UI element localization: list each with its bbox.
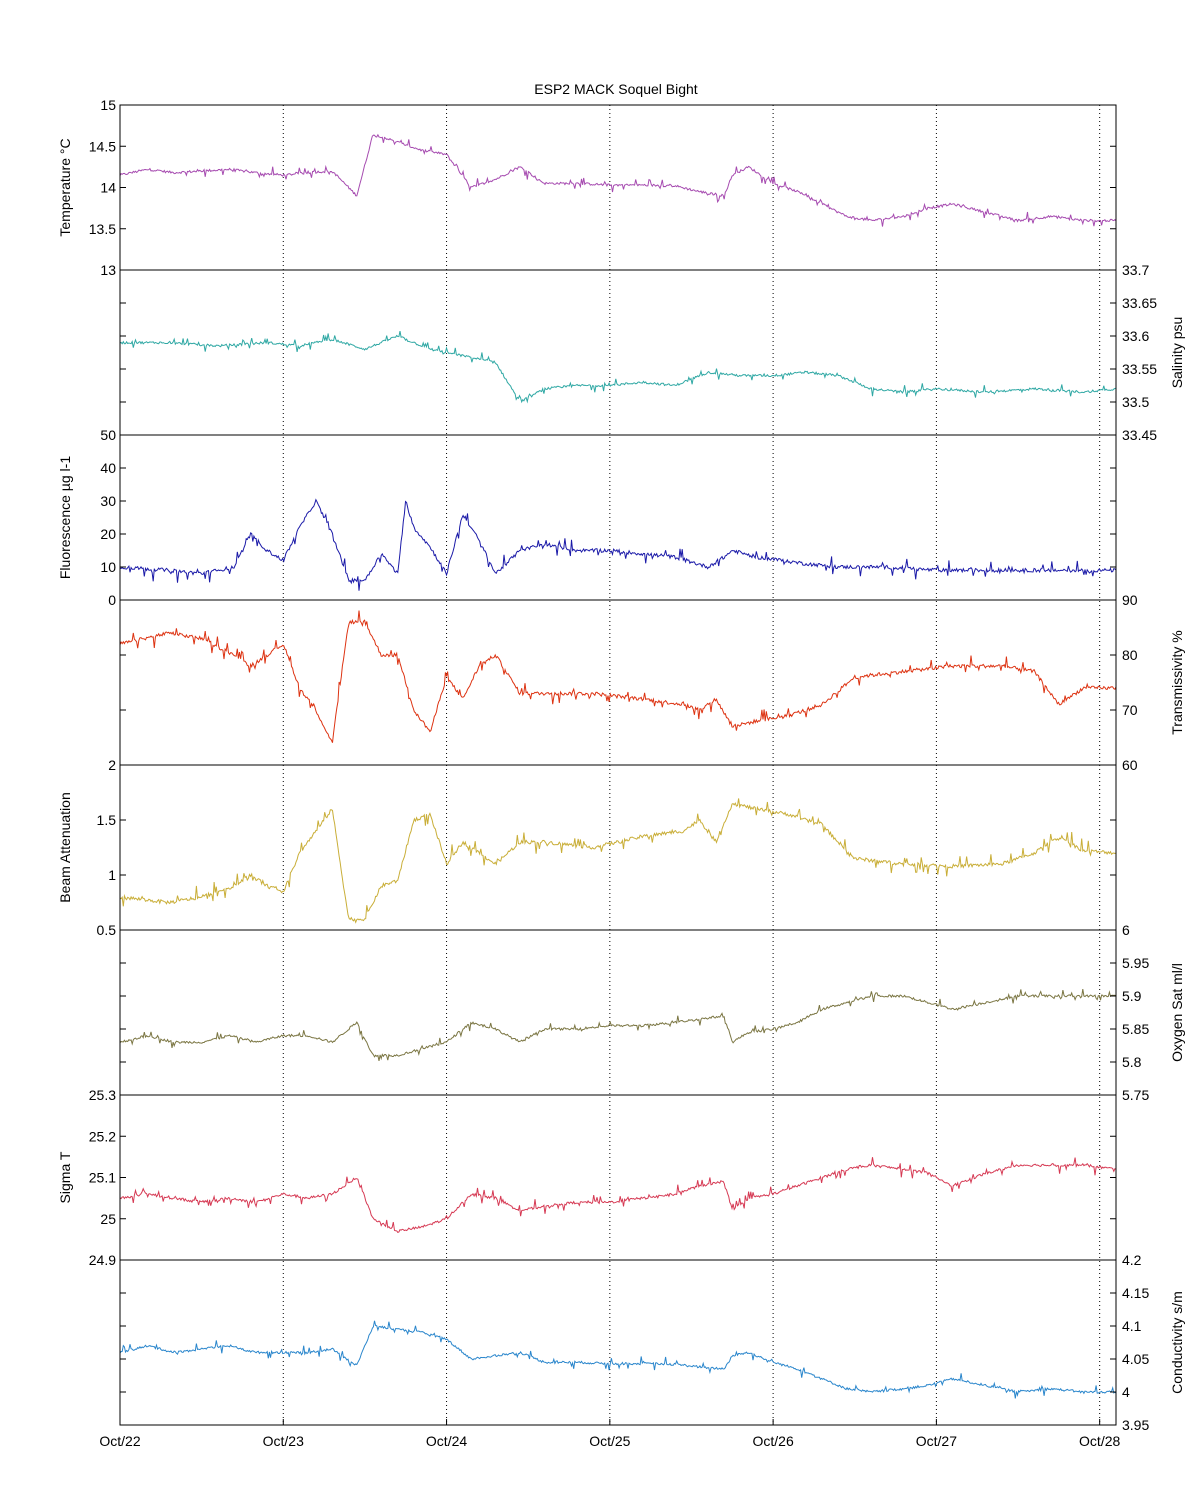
- y-tick-label: 5.95: [1122, 955, 1149, 971]
- y-tick-label: 1: [108, 867, 116, 883]
- y-tick-label: 15: [100, 97, 116, 113]
- y-tick-label: 4.05: [1122, 1351, 1149, 1367]
- y-tick-label: 5.75: [1122, 1087, 1149, 1103]
- y-tick-label: 6: [1122, 922, 1130, 938]
- y-tick-label: 33.6: [1122, 328, 1149, 344]
- y-axis-label: Sigma T: [57, 1151, 73, 1203]
- y-axis-label: Fluorescence µg l-1: [57, 456, 73, 579]
- panel-frame: [119, 104, 1117, 271]
- x-tick-label: Oct/23: [263, 1433, 304, 1449]
- y-tick-label: 14.5: [89, 138, 116, 154]
- y-tick-label: 2: [108, 757, 116, 773]
- panel-frame: [119, 599, 1117, 766]
- panel-sigma-t: 24.9 25 25.1 25.2 25.3 Sigma T: [57, 1087, 1117, 1268]
- y-axis-label: Oxygen Sat ml/l: [1169, 963, 1185, 1062]
- panel-salinity: 33.45 33.5 33.55 33.6 33.65 33.7 Salinity psu: [119, 262, 1185, 443]
- y-tick-label: 5.85: [1122, 1021, 1149, 1037]
- series-line-temperature: [119, 133, 1117, 227]
- y-tick-label: 10: [100, 559, 116, 575]
- y-tick-label: 50: [100, 427, 116, 443]
- y-tick-label: 80: [1122, 647, 1138, 663]
- y-tick-label: 90: [1122, 592, 1138, 608]
- y-tick-label: 4.2: [1122, 1252, 1142, 1268]
- panel-frame: [119, 269, 1117, 436]
- y-tick-label: 5.9: [1122, 988, 1142, 1004]
- y-tick-label: 60: [1122, 757, 1138, 773]
- y-tick-label: 13: [100, 262, 116, 278]
- y-tick-label: 40: [100, 460, 116, 476]
- series-line-sigma-t: [119, 1157, 1117, 1234]
- x-tick-label: Oct/27: [916, 1433, 957, 1449]
- series-line-salinity: [119, 331, 1117, 404]
- y-axis-label: Beam Attenuation: [57, 792, 73, 903]
- y-tick-label: 20: [100, 526, 116, 542]
- x-tick-label: Oct/28: [1079, 1433, 1120, 1449]
- panel-beam-attenuation: 0.5 1 1.5 2 Beam Attenuation: [57, 757, 1117, 938]
- series-line-fluorescence: [119, 498, 1117, 591]
- x-axis: Oct/22 Oct/23 Oct/24 Oct/25 Oct/26 Oct/27 Oct/…: [99, 1419, 1121, 1449]
- y-tick-label: 25.2: [89, 1128, 116, 1144]
- x-tick-label: Oct/26: [752, 1433, 793, 1449]
- y-tick-label: 5.8: [1122, 1054, 1142, 1070]
- panel-fluorescence: 0 10 20 30 40 50 Fluorescence µg l-1: [57, 427, 1117, 608]
- y-tick-label: 25.3: [89, 1087, 116, 1103]
- y-tick-label: 24.9: [89, 1252, 116, 1268]
- y-tick-label: 33.5: [1122, 394, 1149, 410]
- panel-temperature: 13 13.5 14 14.5 15 Temperature °C: [57, 97, 1117, 278]
- y-axis-label: Salinity psu: [1169, 317, 1185, 389]
- y-tick-label: 4: [1122, 1384, 1130, 1400]
- x-tick-label: Oct/24: [426, 1433, 467, 1449]
- y-tick-label: 25: [100, 1211, 116, 1227]
- y-tick-label: 33.55: [1122, 361, 1157, 377]
- panel-oxygen-sat: 5.75 5.8 5.85 5.9 5.95 6 Oxygen Sat ml/l: [119, 922, 1185, 1103]
- y-tick-label: 25.1: [89, 1170, 116, 1186]
- panel-frame: [119, 1094, 1117, 1261]
- y-axis-label: Temperature °C: [57, 138, 73, 236]
- panel-frame: [119, 929, 1117, 1096]
- y-tick-label: 4.15: [1122, 1285, 1149, 1301]
- y-tick-label: 33.7: [1122, 262, 1149, 278]
- y-tick-label: 0.5: [97, 922, 117, 938]
- y-tick-label: 30: [100, 493, 116, 509]
- chart-title: ESP2 MACK Soquel Bight: [534, 81, 698, 97]
- y-tick-label: 13.5: [89, 221, 116, 237]
- panel-frame: [119, 1259, 1117, 1426]
- series-line-conductivity: [119, 1320, 1117, 1399]
- series-line-transmissivity: [119, 610, 1117, 743]
- y-tick-label: 33.45: [1122, 427, 1157, 443]
- panel-transmissivity: 60 70 80 90 Transmissivity %: [119, 592, 1185, 773]
- y-tick-label: 33.65: [1122, 295, 1157, 311]
- y-tick-label: 3.95: [1122, 1417, 1149, 1433]
- panel-frame: [119, 764, 1117, 931]
- y-axis-label: Transmissivity %: [1169, 630, 1185, 735]
- panel-conductivity: 3.95 4 4.05 4.1 4.15 4.2 Conductivity s/m: [119, 1252, 1185, 1433]
- panel-frame: [119, 434, 1117, 601]
- y-tick-label: 4.1: [1122, 1318, 1142, 1334]
- y-tick-label: 14: [100, 180, 116, 196]
- series-line-beam-attenuation: [119, 798, 1117, 924]
- y-tick-label: 0: [108, 592, 116, 608]
- x-tick-label: Oct/22: [99, 1433, 140, 1449]
- y-tick-label: 70: [1122, 702, 1138, 718]
- y-axis-label: Conductivity s/m: [1169, 1291, 1185, 1394]
- y-tick-label: 1.5: [97, 812, 117, 828]
- series-line-oxygen-sat: [119, 989, 1117, 1061]
- x-tick-label: Oct/25: [589, 1433, 630, 1449]
